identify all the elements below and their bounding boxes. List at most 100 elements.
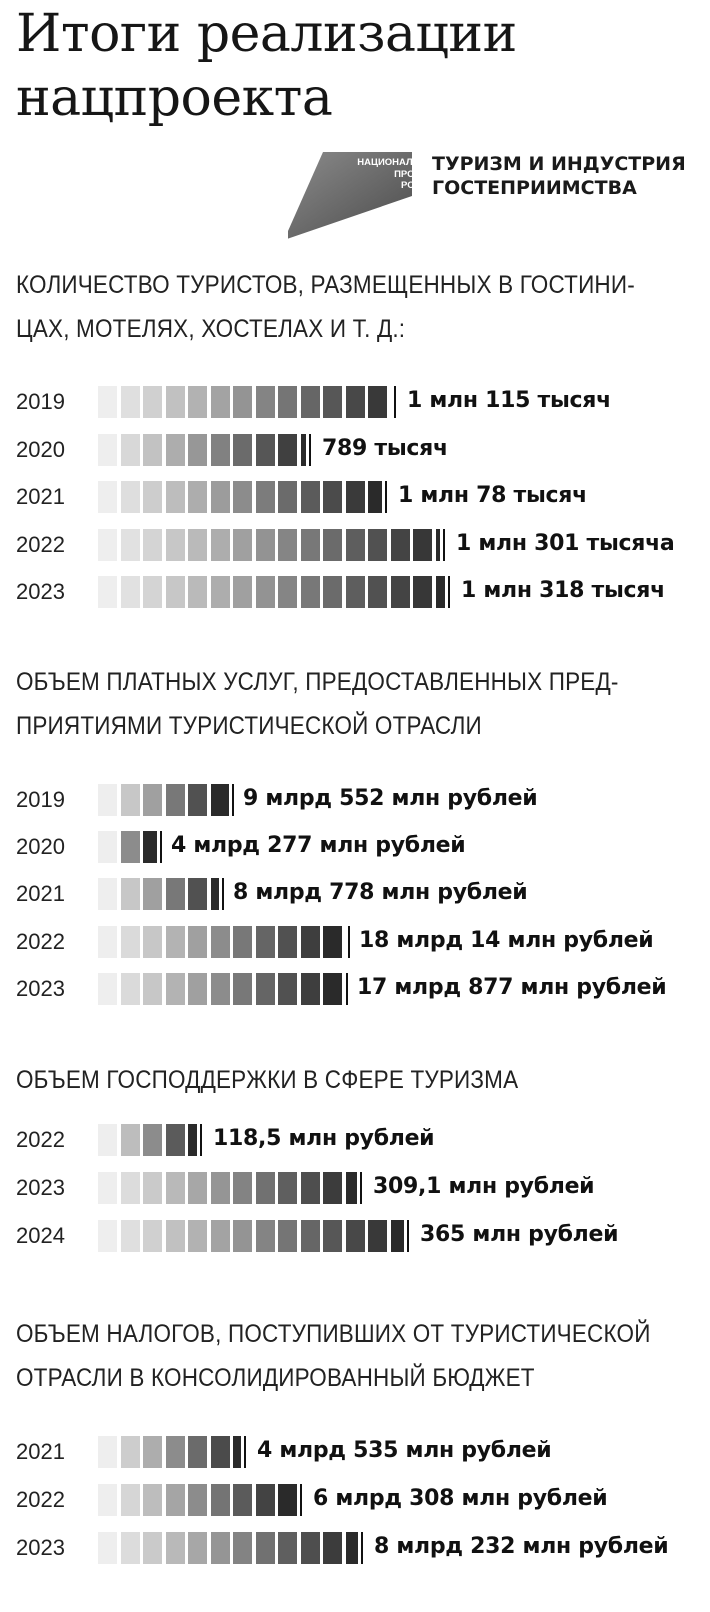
bar-end-marker — [448, 576, 450, 608]
bar — [98, 528, 440, 561]
value-label: 4 млрд 535 млн рублей — [257, 1438, 552, 1463]
chart-2-title: ОБЪЕМ ПЛАТНЫХ УСЛУГ, ПРЕДОСТАВЛЕННЫХ ПРЕ… — [16, 660, 628, 748]
bar-segment — [98, 576, 117, 608]
bar-segment — [165, 878, 185, 911]
bar-segment — [300, 1172, 320, 1204]
bar-segment — [120, 878, 140, 911]
bar-segment — [98, 925, 117, 958]
bar-segment — [120, 972, 140, 1005]
bar-segment — [278, 481, 297, 513]
bar — [98, 1172, 357, 1204]
bar-segment — [435, 576, 445, 608]
value-label: 365 млн рублей — [420, 1222, 619, 1247]
bar-segment — [120, 1532, 140, 1564]
year-label: 2023 — [16, 1175, 65, 1200]
bar — [98, 576, 445, 608]
bar-segment — [300, 481, 320, 513]
chart-4-title-line-1: ОБЪЕМ НАЛОГОВ, ПОСТУПИВШИХ ОТ ТУРИСТИЧЕС… — [16, 1320, 651, 1348]
bar-segment — [210, 433, 230, 466]
bar-segment — [120, 1484, 140, 1516]
bar-segment — [120, 576, 140, 608]
bar-segment — [143, 1532, 162, 1564]
bar-segment — [255, 1172, 275, 1204]
bar-segment — [210, 972, 230, 1005]
year-label: 2024 — [16, 1223, 65, 1248]
bar-segment — [143, 1484, 162, 1516]
bar-segment — [98, 433, 117, 466]
bar — [98, 1436, 241, 1468]
bar-segment — [255, 972, 275, 1005]
chart-1-title: КОЛИЧЕСТВО ТУРИСТОВ, РАЗМЕЩЕННЫХ В ГОСТИ… — [16, 263, 635, 351]
bar-segment — [120, 925, 140, 958]
bar-segment — [143, 481, 162, 513]
bar-segment — [165, 576, 185, 608]
bar-segment — [278, 528, 297, 561]
bar-segment — [210, 481, 230, 513]
bar-segment — [188, 784, 207, 816]
year-label: 2022 — [16, 928, 65, 954]
year-label: 2022 — [16, 1127, 65, 1152]
bar-segment — [210, 878, 219, 911]
bar-segment — [300, 972, 320, 1005]
value-label: 1 млн 301 тысяча — [456, 530, 675, 556]
logo-small-line-1: НАЦИОНАЛЬНЫЕ — [357, 157, 442, 168]
bar-end-marker — [244, 1436, 246, 1468]
bar-segment — [278, 1532, 297, 1564]
bar-segment — [278, 925, 297, 958]
bar-end-marker — [361, 1532, 363, 1564]
bar-segment — [143, 784, 162, 816]
bar — [98, 386, 391, 418]
bar-segment — [143, 1172, 162, 1204]
year-label: 2021 — [16, 881, 65, 907]
bar-segment — [188, 1124, 197, 1156]
bar-segment — [120, 1436, 140, 1468]
bar — [98, 1220, 404, 1252]
bar-segment — [165, 433, 185, 466]
bar-segment — [143, 433, 162, 466]
logo-small-line-2: ПРОЕКТЫ — [394, 168, 442, 180]
bar-segment — [255, 481, 275, 513]
bar-segment — [143, 1124, 162, 1156]
bar-end-marker — [200, 1124, 202, 1156]
bar-end-marker — [443, 528, 445, 561]
value-label: 309,1 млн рублей — [373, 1174, 595, 1199]
logo-small-text: НАЦИОНАЛЬНЫЕ ПРОЕКТЫ РОССИИ — [318, 157, 442, 192]
page-title: Итоги реализации нацпроекта — [16, 2, 517, 130]
bar-segment — [210, 576, 230, 608]
bar-segment — [300, 1532, 320, 1564]
bar-segment — [233, 481, 252, 513]
value-label: 8 млрд 232 млн рублей — [374, 1534, 669, 1559]
bar-end-marker — [360, 1172, 362, 1204]
bar-segment — [165, 784, 185, 816]
bar-segment — [210, 925, 230, 958]
value-label: 18 млрд 14 млн рублей — [359, 927, 654, 953]
bar-segment — [210, 1436, 230, 1468]
bar — [98, 1124, 197, 1156]
value-label: 6 млрд 308 млн рублей — [313, 1486, 608, 1511]
logo-project-name: ТУРИЗМ И ИНДУСТРИЯ ГОСТЕПРИИМСТВА — [432, 152, 692, 200]
bar-segment — [98, 1484, 117, 1516]
bar-segment — [368, 386, 387, 418]
bar-segment — [188, 1484, 207, 1516]
bar-segment — [323, 481, 342, 513]
bar-segment — [165, 1484, 185, 1516]
bar-segment — [188, 972, 207, 1005]
bar-segment — [188, 878, 207, 911]
year-label: 2023 — [16, 579, 65, 604]
value-label: 4 млрд 277 млн рублей — [171, 833, 466, 859]
bar-segment — [300, 528, 320, 561]
bar-segment — [210, 784, 229, 816]
bar — [98, 784, 229, 816]
bar-segment — [188, 1436, 207, 1468]
bar-segment — [345, 481, 365, 513]
bar-segment — [143, 386, 162, 418]
bar-segment — [255, 1220, 275, 1252]
bar-segment — [188, 1172, 207, 1204]
bar-segment — [278, 1172, 297, 1204]
bar-segment — [390, 386, 391, 418]
bar-segment — [210, 1532, 230, 1564]
bar-segment — [210, 1172, 230, 1204]
year-label: 2021 — [16, 1439, 65, 1464]
bar-segment — [233, 433, 252, 466]
bar-segment — [233, 576, 252, 608]
